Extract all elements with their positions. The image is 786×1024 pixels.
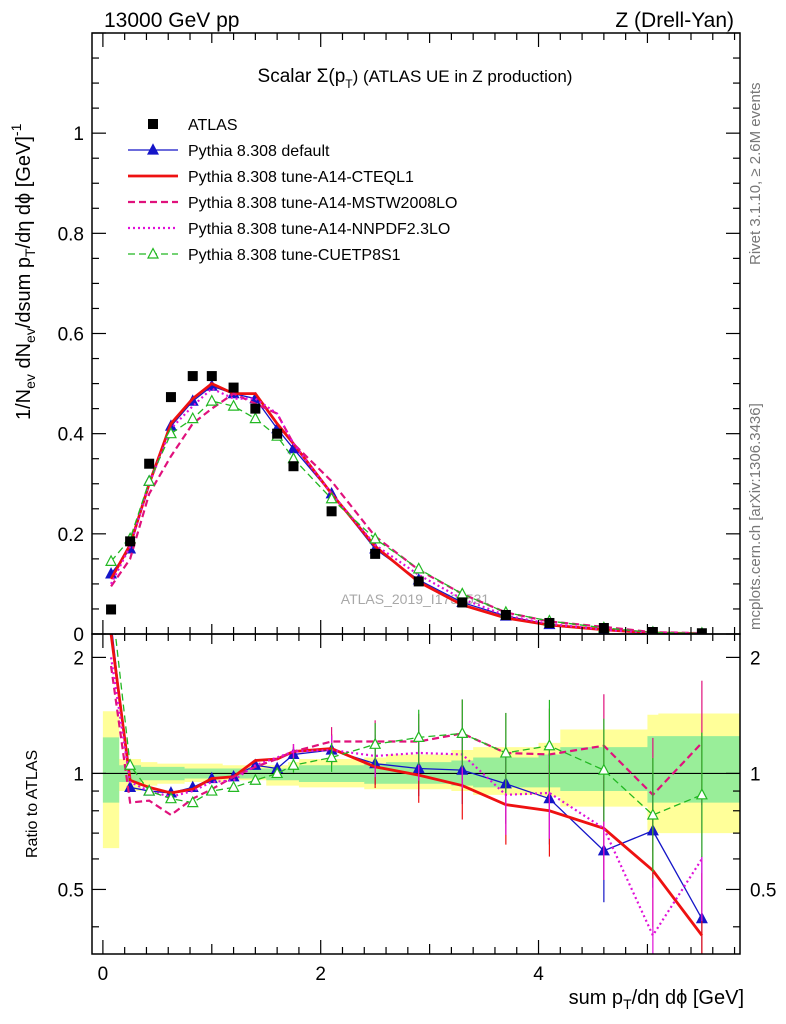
x-axis-label: sum pT/dη dϕ [GeV] — [569, 987, 744, 1012]
y-tick-label: 0.2 — [58, 525, 84, 546]
ratio-point — [543, 738, 556, 751]
ratio-series — [106, 590, 708, 954]
data-point — [272, 428, 283, 439]
y-tick-label: 1 — [73, 124, 84, 145]
axis-ticks: 00.20.40.60.810 2 40.5 0.51 12 2 — [58, 32, 776, 985]
series-line-2 — [110, 392, 702, 634]
y-tick-label: 0.6 — [58, 325, 84, 346]
legend-marker — [147, 247, 159, 259]
ratio-point — [164, 791, 177, 804]
series-point — [325, 491, 338, 504]
y-axis-label: 1/Nev dNev/dsum pT/dη dϕ [GeV]-1 — [8, 123, 38, 420]
ratio-point — [695, 788, 708, 800]
ratio-point — [143, 784, 156, 796]
data-point — [500, 609, 511, 620]
ratio-tick-label-right: 2 — [750, 648, 761, 669]
mcplots-label: mcplots.cern.ch [arXiv:1306.3436] — [747, 403, 764, 630]
ratio-point — [106, 590, 116, 600]
series-point — [205, 394, 218, 406]
title-main: Scalar Σ(p — [258, 66, 346, 87]
uncertainty-bands — [102, 711, 741, 849]
process-label: Z (Drell-Yan) — [615, 9, 734, 32]
legend-marker — [147, 143, 159, 155]
data-point — [165, 392, 176, 403]
data-point — [106, 604, 117, 615]
ratio-y-axis-label: Ratio to ATLAS — [24, 750, 41, 858]
ratio-point — [456, 726, 469, 739]
ratio-panel — [92, 590, 740, 954]
ratio-point — [499, 746, 512, 758]
data-point — [647, 626, 658, 634]
legend-label: Pythia 8.308 tune-A14-NNPDF2.3LO — [188, 221, 450, 238]
data-point — [413, 576, 424, 587]
series-point — [143, 474, 156, 486]
data-point — [187, 371, 198, 382]
main-data-points — [106, 371, 707, 634]
x-tick-label: 2 — [315, 964, 326, 985]
ratio-tick-label-right: 0.5 — [750, 880, 776, 901]
legend-label: Pythia 8.308 tune-CUETP8S1 — [188, 247, 401, 264]
series-point — [164, 426, 177, 439]
title-tail: ) (ATLAS UE in Z production) — [353, 67, 573, 86]
main-panel: ATLAS_2019_I1736531 — [105, 371, 707, 634]
title-sub: T — [345, 77, 353, 91]
legend-marker — [148, 119, 158, 129]
ratio-point — [646, 808, 659, 820]
series-point — [186, 411, 199, 424]
chart-title: Scalar Σ(pT) (ATLAS UE in Z production) — [258, 66, 573, 91]
x-tick-label: 4 — [533, 964, 544, 985]
series-point — [412, 562, 425, 574]
data-point — [206, 371, 217, 382]
series-point — [249, 411, 262, 424]
series-point — [105, 554, 118, 566]
xlabel-tail: /dη dϕ [GeV] — [632, 987, 744, 1009]
data-point — [544, 617, 555, 628]
legend-label: ATLAS — [188, 117, 238, 134]
y-tick-label: 0 — [73, 625, 84, 646]
ratio-point — [106, 618, 116, 628]
ratio-frame — [91, 633, 741, 955]
y-tick-label: 0.4 — [58, 425, 85, 446]
analysis-watermark: ATLAS_2019_I1736531 — [341, 591, 490, 607]
data-point — [228, 382, 239, 393]
ratio-point — [249, 773, 262, 785]
data-point — [457, 597, 468, 608]
legend-label: Pythia 8.308 tune-A14-MSTW2008LO — [188, 195, 457, 212]
ratio-point — [227, 780, 240, 792]
data-point — [125, 536, 136, 547]
legend-label: Pythia 8.308 tune-A14-CTEQL1 — [188, 169, 414, 186]
xlabel-sub: T — [623, 996, 632, 1012]
data-point — [370, 548, 381, 559]
ratio-tick-label: 1 — [73, 764, 84, 785]
data-point — [144, 458, 155, 469]
ratio-point — [412, 730, 425, 743]
ratio-tick-label-right: 1 — [750, 764, 761, 785]
ratio-point — [369, 737, 382, 749]
ratio-point — [325, 750, 338, 763]
ratio-point — [597, 763, 610, 775]
data-point — [696, 628, 707, 634]
legend: ATLAS Pythia 8.308 default Pythia 8.308 tu… — [128, 117, 457, 264]
rivet-label: Rivet 3.1.10, ≥ 2.6M events — [747, 83, 764, 266]
data-point — [326, 506, 337, 517]
ratio-tick-label: 0.5 — [58, 880, 84, 901]
series-point — [227, 399, 240, 411]
ratio-point — [287, 758, 300, 770]
y-tick-label: 0.8 — [58, 224, 84, 245]
xlabel-main: sum p — [569, 987, 623, 1009]
data-point — [250, 403, 261, 414]
collision-label: 13000 GeV pp — [104, 9, 239, 32]
legend-label: Pythia 8.308 default — [188, 143, 330, 160]
ratio-point — [271, 766, 284, 779]
x-tick-label: 0 — [98, 964, 109, 985]
data-point — [288, 461, 299, 472]
ratio-point — [124, 758, 137, 770]
ratio-point — [186, 795, 199, 808]
ratio-tick-label: 2 — [73, 648, 84, 669]
ratio-point — [205, 784, 218, 796]
series-point — [369, 532, 382, 544]
